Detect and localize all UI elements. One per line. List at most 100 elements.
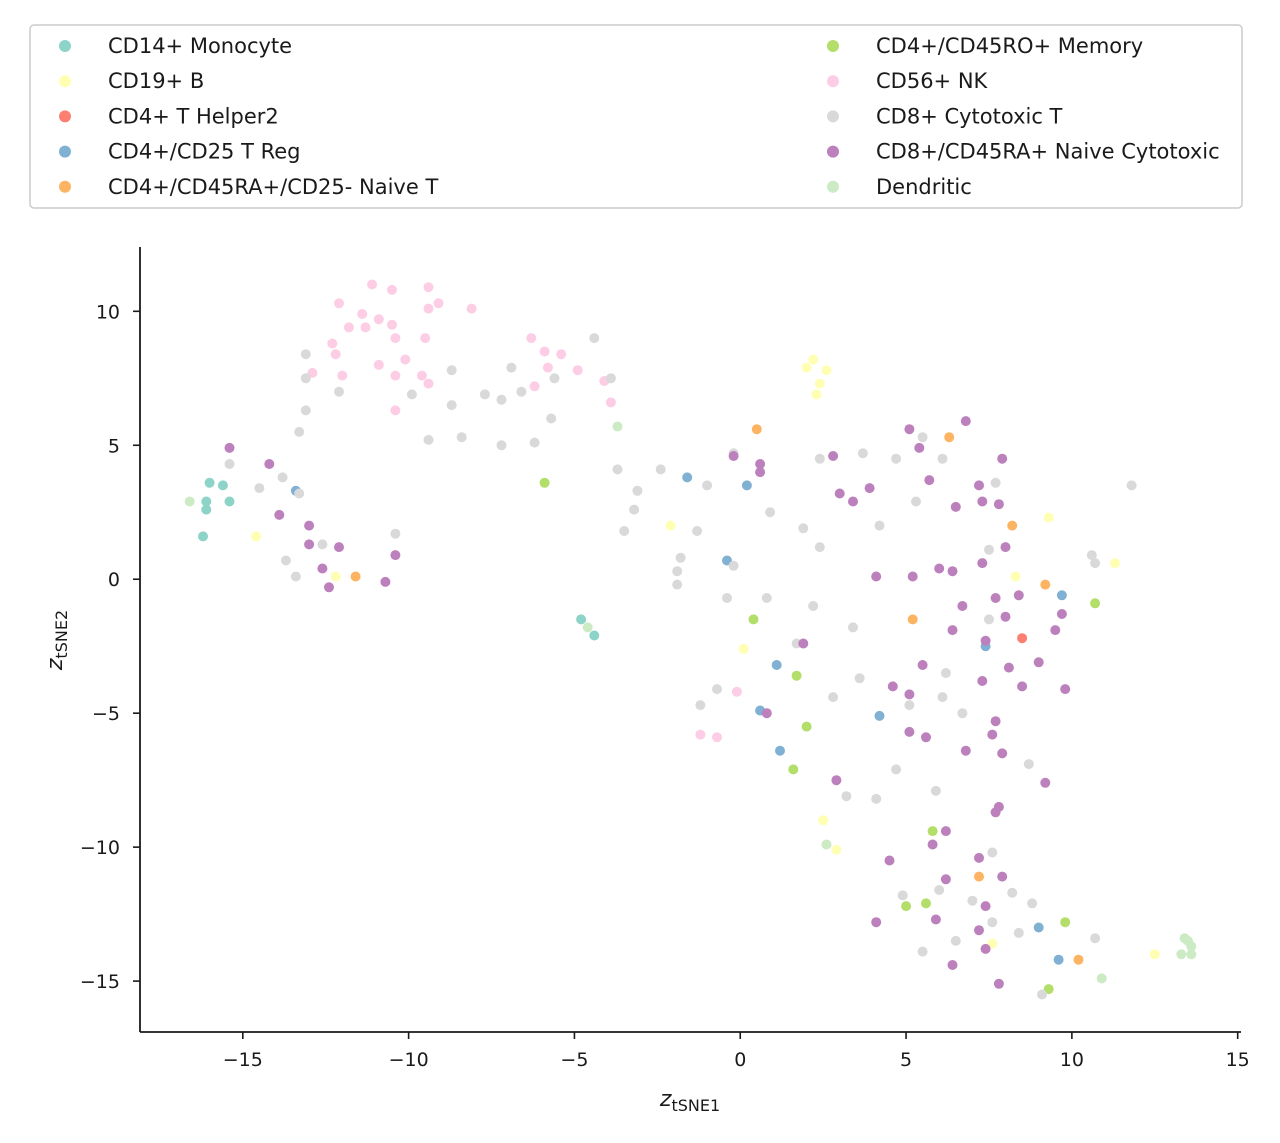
data-point bbox=[788, 764, 799, 775]
data-point bbox=[808, 601, 819, 611]
data-point bbox=[897, 890, 908, 901]
data-point bbox=[1176, 949, 1187, 960]
data-point bbox=[1043, 984, 1054, 995]
data-point bbox=[446, 400, 457, 411]
data-point bbox=[924, 475, 935, 486]
x-tick-label: 0 bbox=[734, 1049, 746, 1071]
data-point bbox=[934, 563, 945, 574]
x-tick-label: −5 bbox=[560, 1049, 588, 1071]
axes bbox=[139, 247, 1241, 1033]
legend-label: CD4+/CD45RO+ Memory bbox=[876, 34, 1143, 58]
data-point bbox=[423, 378, 434, 389]
legend-marker bbox=[827, 40, 839, 52]
data-point bbox=[984, 544, 994, 555]
data-point bbox=[927, 826, 938, 837]
data-point bbox=[884, 855, 895, 866]
data-point bbox=[814, 378, 825, 389]
data-point bbox=[1007, 520, 1018, 531]
legend-frame bbox=[29, 24, 1243, 209]
data-point bbox=[984, 614, 994, 625]
data-point bbox=[334, 298, 344, 309]
data-point bbox=[980, 943, 991, 954]
data-point bbox=[871, 571, 882, 582]
data-point bbox=[917, 432, 928, 443]
data-point bbox=[990, 807, 1001, 818]
data-point bbox=[695, 729, 706, 740]
data-point bbox=[854, 673, 865, 684]
legend-label: CD8+/CD45RA+ Naive Cytotoxic bbox=[876, 140, 1220, 164]
data-point bbox=[818, 815, 829, 826]
data-point bbox=[542, 362, 553, 373]
data-point bbox=[891, 453, 902, 464]
data-point bbox=[672, 566, 683, 577]
series-points bbox=[307, 279, 742, 743]
data-point bbox=[904, 689, 915, 700]
data-point bbox=[967, 895, 978, 906]
data-point bbox=[390, 405, 401, 416]
data-point bbox=[957, 708, 968, 719]
data-point bbox=[917, 946, 928, 957]
data-point bbox=[911, 496, 921, 507]
legend-label: CD14+ Monocyte bbox=[108, 34, 292, 58]
data-point bbox=[1060, 917, 1071, 928]
data-point bbox=[201, 504, 212, 515]
data-point bbox=[791, 670, 802, 681]
data-point bbox=[380, 576, 391, 587]
data-point bbox=[937, 692, 948, 703]
series-points bbox=[1017, 633, 1028, 644]
data-point bbox=[940, 826, 951, 837]
data-point bbox=[997, 453, 1008, 464]
series-points bbox=[224, 333, 1137, 1000]
data-point bbox=[957, 601, 968, 611]
data-point bbox=[1003, 662, 1014, 673]
data-point bbox=[907, 614, 918, 625]
data-point bbox=[1060, 684, 1071, 695]
data-point bbox=[1007, 887, 1018, 898]
legend-marker bbox=[59, 75, 71, 88]
data-point bbox=[330, 571, 341, 582]
data-point bbox=[423, 282, 434, 293]
data-point bbox=[549, 373, 560, 384]
data-point bbox=[300, 349, 311, 360]
data-point bbox=[675, 552, 686, 563]
data-point bbox=[1050, 625, 1061, 636]
data-point bbox=[446, 365, 457, 376]
data-point bbox=[904, 424, 915, 435]
data-point bbox=[307, 367, 318, 378]
data-point bbox=[990, 593, 1001, 603]
data-point bbox=[891, 764, 902, 775]
data-point bbox=[224, 459, 235, 469]
data-point bbox=[828, 692, 839, 703]
legend-label: Dendritic bbox=[876, 175, 972, 199]
data-point bbox=[387, 284, 397, 295]
data-point bbox=[934, 885, 945, 895]
data-point bbox=[993, 978, 1004, 989]
data-point bbox=[612, 421, 623, 432]
data-point bbox=[731, 686, 742, 697]
data-point bbox=[755, 459, 766, 469]
data-point bbox=[927, 839, 938, 850]
data-point bbox=[821, 365, 832, 376]
data-point bbox=[960, 416, 971, 427]
data-point bbox=[771, 660, 782, 670]
x-tick-label: 15 bbox=[1226, 1049, 1250, 1071]
y-ticks: −15 −10 −5 0 5 10 bbox=[80, 301, 140, 993]
data-point bbox=[1010, 571, 1021, 582]
data-point bbox=[814, 542, 825, 553]
data-point bbox=[330, 349, 341, 360]
data-point bbox=[317, 563, 328, 574]
legend-label: CD19+ B bbox=[108, 69, 204, 93]
data-point bbox=[290, 571, 301, 582]
x-tick-label: −10 bbox=[389, 1049, 429, 1071]
data-point bbox=[874, 520, 885, 531]
data-point bbox=[1086, 550, 1097, 561]
data-point bbox=[1000, 542, 1011, 553]
data-point bbox=[201, 496, 212, 507]
data-point bbox=[974, 480, 984, 491]
data-point bbox=[874, 710, 885, 721]
data-point bbox=[937, 453, 948, 464]
data-point bbox=[280, 555, 291, 566]
data-point bbox=[930, 785, 941, 796]
data-point bbox=[224, 442, 235, 453]
